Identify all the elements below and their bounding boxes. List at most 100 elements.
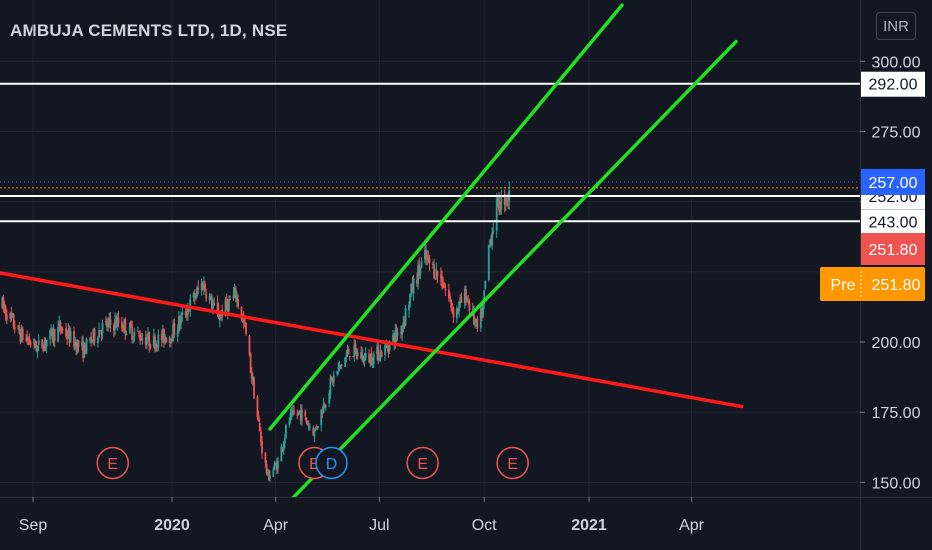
candle-body [185,314,188,316]
candle-body [257,415,260,422]
candle-body [416,279,418,284]
candle-body [189,299,192,311]
candle-body [50,328,53,332]
candle-body [277,460,279,470]
candle-body [157,334,160,348]
candle-body [434,278,437,280]
candle-body [171,339,173,342]
candle-body [370,352,373,365]
candle-body [3,305,6,309]
candle-body [41,339,44,348]
candle-body [36,346,39,352]
candle-body [305,417,308,423]
candle-body [233,288,236,294]
candle-body [165,337,168,343]
candle-body [52,329,55,342]
candle-body [495,198,498,231]
candle-body [237,299,239,307]
candle-body [439,274,442,278]
x-tick-label: Sep [19,517,48,534]
symbol-title[interactable]: AMBUJA CEMENTS LTD, 1D, NSE [10,21,288,40]
currency-button[interactable]: INR [876,12,916,40]
candle-body [443,285,446,288]
candle-body [272,469,275,477]
candle-body [289,413,292,421]
y-tick-label: 275.00 [872,124,921,141]
candle-body [354,343,357,350]
candle-body [133,332,136,337]
candle-body [280,446,283,462]
candle-body [196,287,198,296]
candle-body [209,295,212,298]
candle-body [148,332,151,346]
candle-body [308,426,311,428]
candle-body [67,329,70,338]
candle-body [379,350,382,360]
candle-body [471,308,474,310]
candle-body [432,263,434,265]
dividend-event-marker[interactable]: D [315,446,348,480]
candle-body [384,345,386,356]
candle-body [73,331,75,347]
candle-body [283,438,286,444]
candle-body [256,396,259,417]
candle-body [293,410,295,415]
earnings-event-marker[interactable]: E [406,446,439,480]
earnings-event-marker[interactable]: E [96,446,130,480]
candle-body [181,312,184,315]
candle-body [506,200,508,202]
level-tag-label: 292.00 [869,77,918,94]
candle-body [447,289,450,298]
candle-body [128,323,131,333]
candle-body [125,333,128,336]
candle-body [123,320,126,329]
candle-body [172,325,175,342]
candle-body [320,409,323,426]
candle-body [180,316,183,323]
level-tag-bg [861,209,925,235]
earnings-event-marker[interactable]: E [496,446,529,480]
candle-body [74,342,77,347]
candle-body [229,299,232,301]
candle-body [58,322,61,326]
candle-body [200,283,203,291]
candle-body [261,441,263,454]
candle-body [152,335,155,347]
candle-body [321,410,324,414]
candle-body [160,333,163,340]
candle-body [348,356,351,358]
candle-body [491,232,494,246]
candle-body [282,443,285,451]
candle-body [168,337,171,343]
candle-body [499,209,502,212]
candle-body [329,378,332,395]
candle-body [411,283,414,293]
candle-body [444,289,447,291]
candle-body [275,463,278,471]
candle-body [328,393,331,404]
candle-body [387,346,390,352]
candle-body [120,321,123,329]
candle-body [481,307,483,319]
candle-body [371,363,374,365]
candle-body [331,378,334,383]
candle-body [242,317,245,322]
candle-body [2,297,5,307]
candle-body [264,452,267,463]
candle-body [473,309,475,324]
candle-body [146,340,148,344]
event-badge-label: D [326,456,338,473]
candle-body [460,296,463,303]
candle-body [193,293,196,299]
candle-body [244,321,246,323]
candle-body [59,321,62,330]
candle-body [362,355,365,362]
candle-body [106,321,108,328]
candle-body [427,256,430,258]
candle-body [155,343,157,351]
candle-body [66,337,69,339]
candle-body [136,330,139,332]
candle-body [131,326,134,340]
candle-body [369,354,372,364]
